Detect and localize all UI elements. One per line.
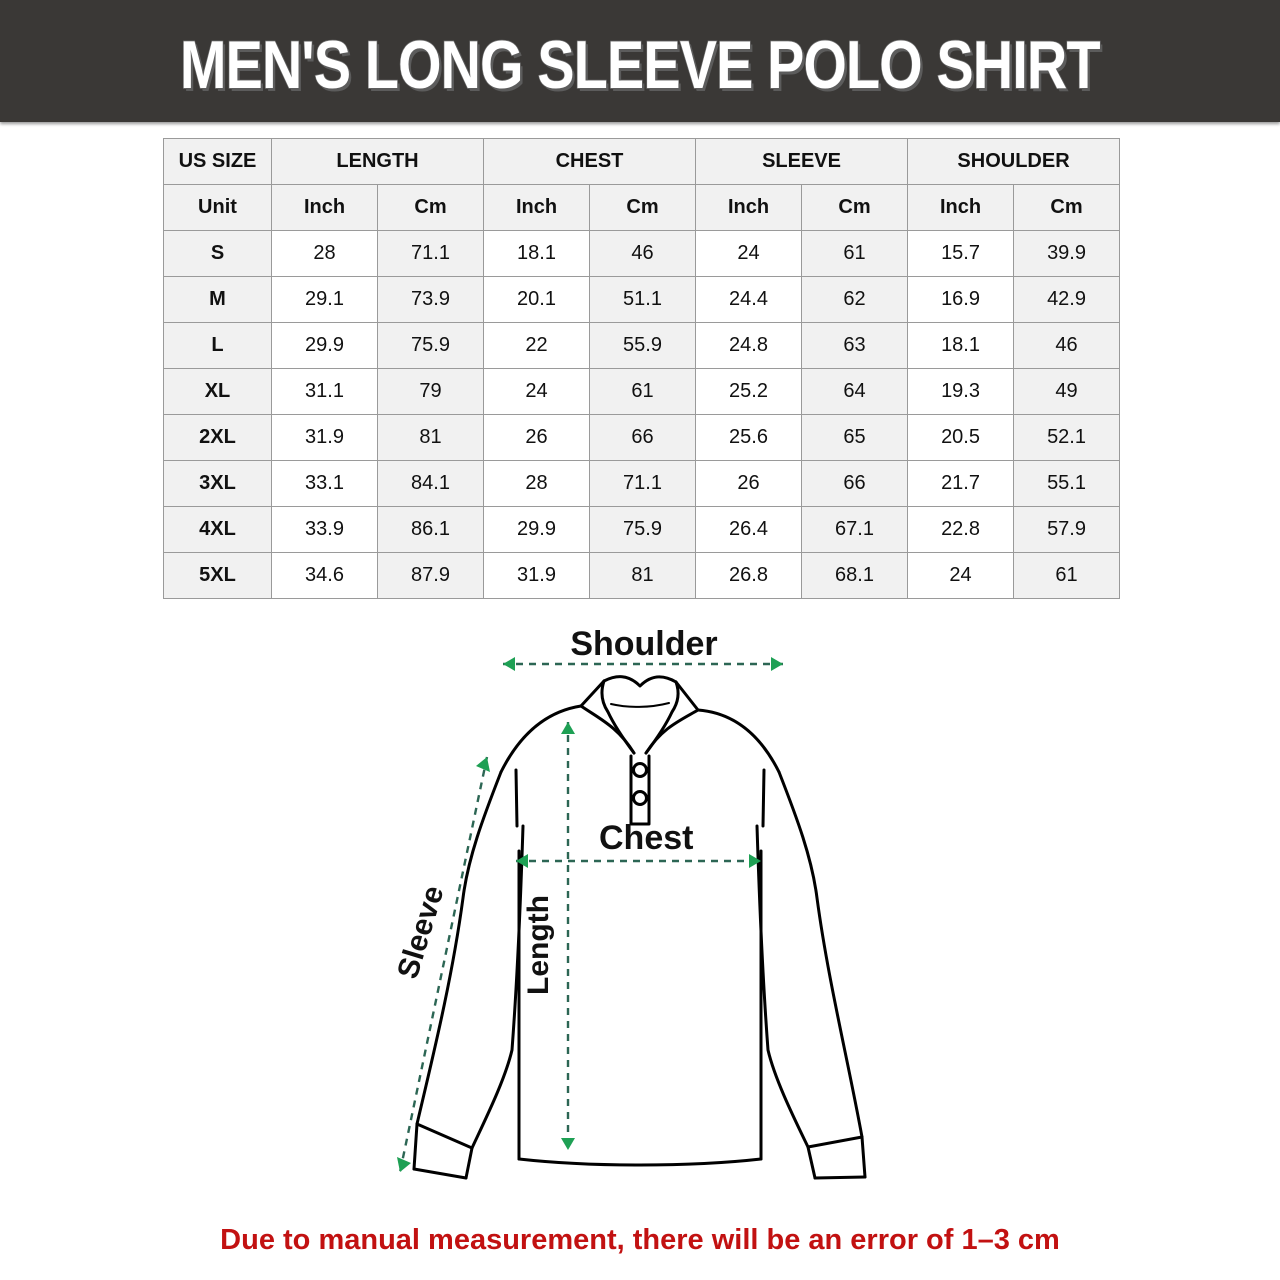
svg-text:Chest: Chest bbox=[599, 819, 693, 857]
svg-text:Sleeve: Sleeve bbox=[391, 882, 450, 983]
svg-text:Length: Length bbox=[522, 895, 555, 995]
svg-text:Shoulder: Shoulder bbox=[570, 625, 717, 663]
